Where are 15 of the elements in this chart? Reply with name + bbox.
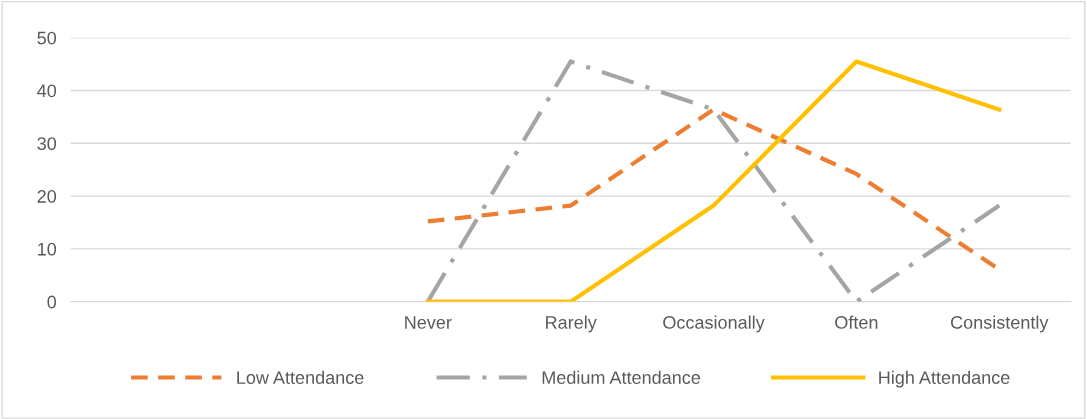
line-series [425,59,1002,302]
y-tick-label: 20 [37,190,57,203]
y-tick-label: 30 [37,137,57,151]
y-tick-label: 40 [37,84,57,98]
legend-label: Low Attendance [237,370,364,384]
y-tick-label: 50 [37,31,57,45]
y-tick-label: 10 [38,242,57,256]
x-tick-label: Rarely [546,315,597,333]
x-tick-label: Never [405,316,452,329]
legend-label: Medium Attendance [542,370,701,384]
y-tick-label: 0 [47,295,57,309]
x-tick-label: Often [835,315,878,329]
x-tick-label: Occasionally [663,315,765,333]
x-tick-label: Consistently [951,315,1049,333]
legend-label: High Attendance [879,370,1010,388]
